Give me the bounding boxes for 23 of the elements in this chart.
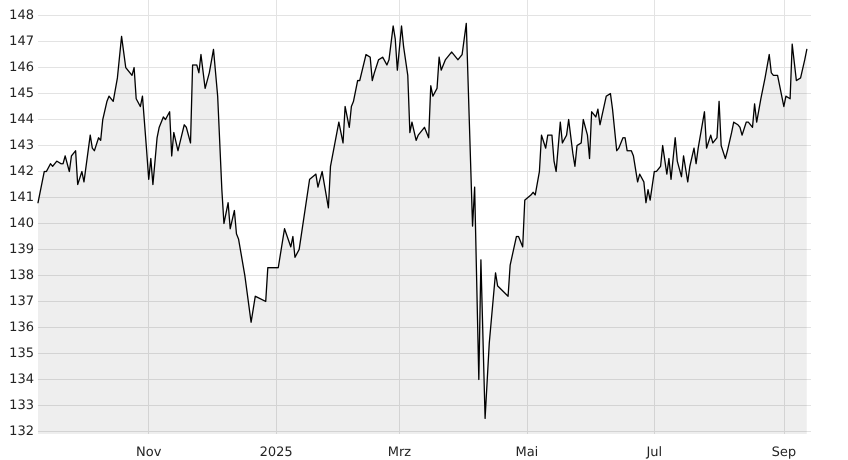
x-tick-label: Nov	[136, 445, 162, 460]
y-tick-label: 139	[9, 242, 34, 257]
y-tick-label: 137	[9, 294, 34, 309]
x-tick-label: Mrz	[388, 445, 412, 460]
y-tick-label: 138	[9, 268, 34, 283]
y-tick-label: 147	[9, 34, 34, 50]
y-tick-label: 133	[9, 398, 34, 413]
y-tick-label: 134	[9, 372, 34, 387]
y-tick-label: 143	[9, 138, 34, 154]
y-tick-label: 146	[9, 60, 34, 76]
y-tick-label: 141	[9, 190, 34, 206]
x-tick-label: Sep	[772, 445, 796, 460]
y-tick-label: 144	[9, 112, 34, 128]
y-tick-label: 148	[9, 8, 34, 24]
y-tick-label: 132	[9, 424, 34, 439]
y-tick-label: 136	[9, 320, 34, 335]
y-tick-label: 135	[9, 346, 34, 361]
y-tick-label: 140	[9, 216, 34, 231]
x-tick-label: Jul	[645, 445, 662, 460]
x-tick-label: Mai	[515, 445, 538, 460]
y-tick-label: 145	[9, 86, 34, 102]
y-tick-label: 142	[9, 164, 34, 180]
x-tick-label: 2025	[260, 445, 293, 460]
